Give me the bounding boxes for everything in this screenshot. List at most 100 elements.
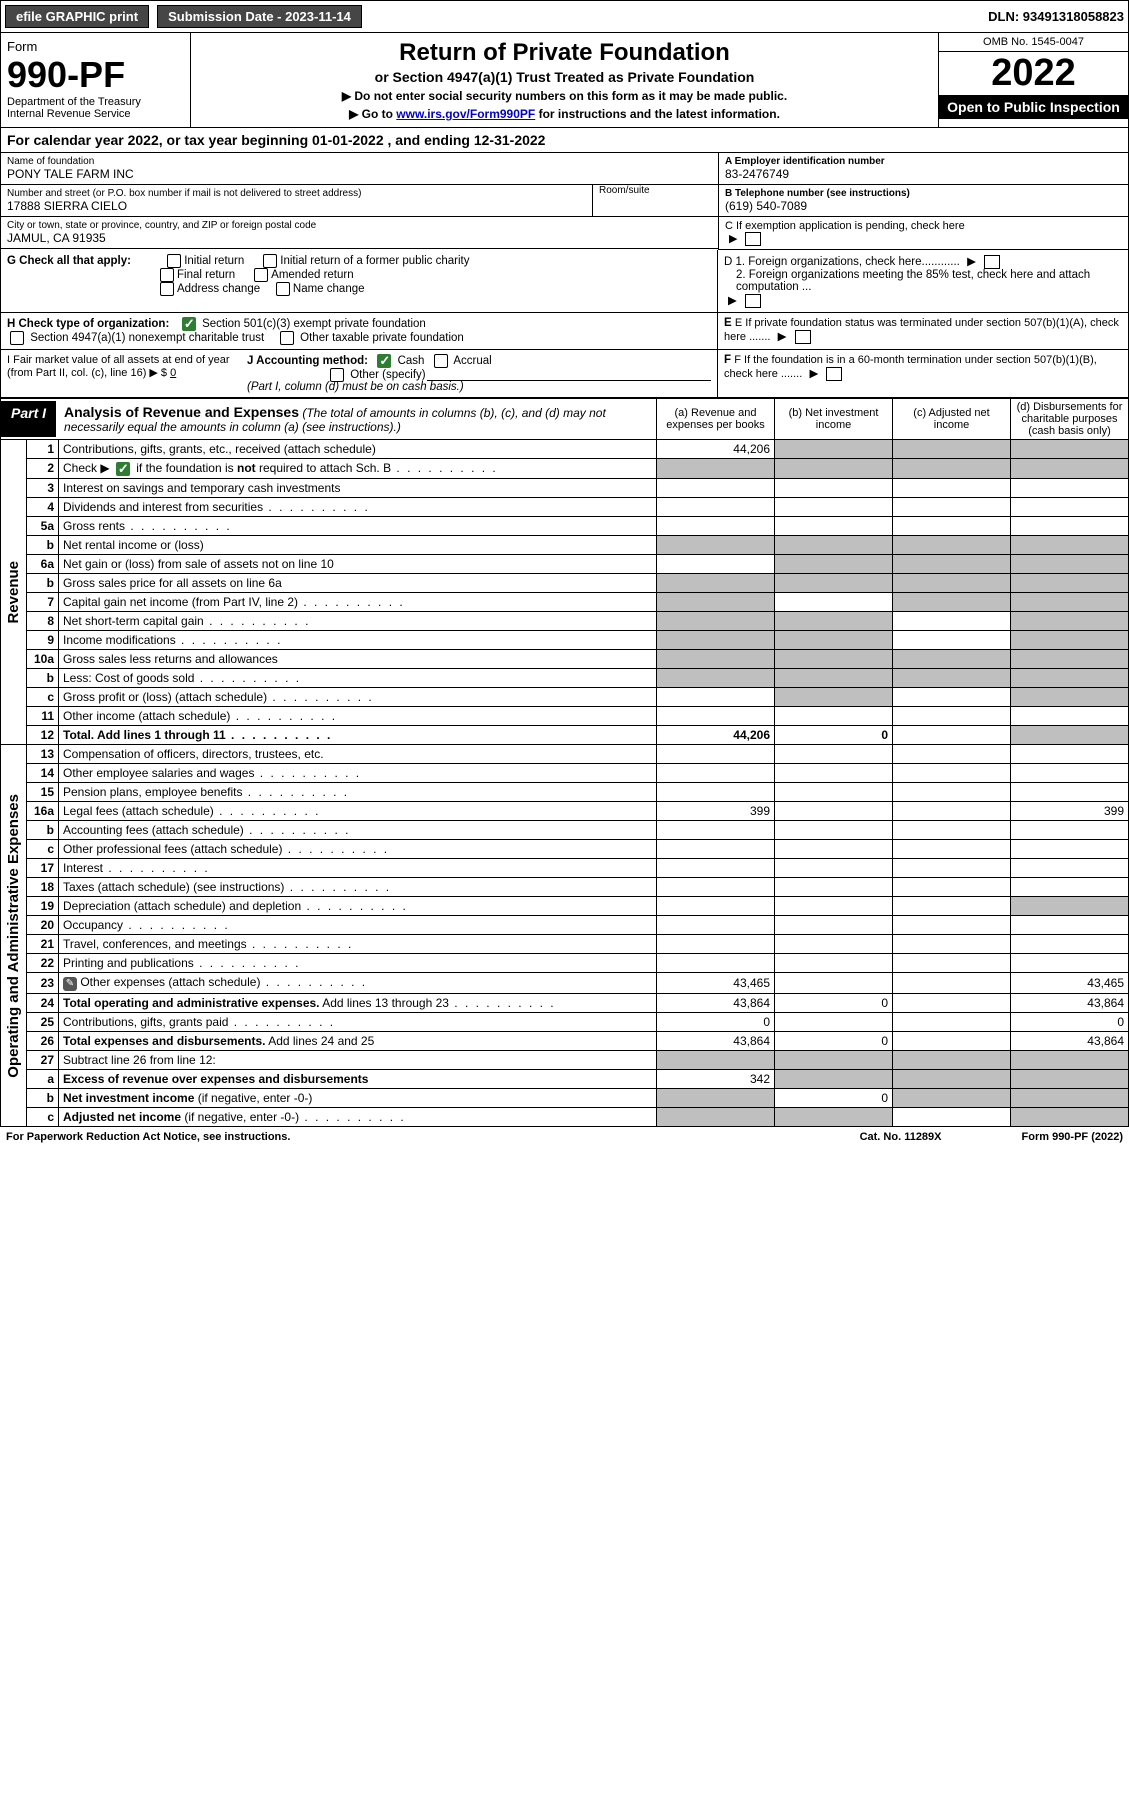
page-footer: For Paperwork Reduction Act Notice, see … (0, 1127, 1129, 1147)
initial-return-checkbox[interactable] (167, 254, 181, 268)
cell-a (657, 516, 775, 535)
dln-label: DLN: 93491318058823 (988, 9, 1124, 24)
cell-d (1011, 630, 1129, 649)
cell-d (1011, 535, 1129, 554)
form-note-2: ▶ Go to www.irs.gov/Form990PF for instru… (201, 107, 928, 121)
cell-d (1011, 706, 1129, 725)
row-desc: Contributions, gifts, grants, etc., rece… (59, 440, 657, 459)
other-method-checkbox[interactable] (330, 368, 344, 382)
accrual-checkbox[interactable] (434, 354, 448, 368)
cell-b (775, 877, 893, 896)
submission-date-button[interactable]: Submission Date - 2023-11-14 (157, 5, 362, 28)
501c3-checkbox[interactable] (182, 317, 196, 331)
row-desc: Contributions, gifts, grants paid (59, 1012, 657, 1031)
d2-label: 2. Foreign organizations meeting the 85%… (724, 269, 1122, 293)
cell-b (775, 1069, 893, 1088)
tel-label: B Telephone number (see instructions) (725, 188, 1122, 199)
form-header: Form 990-PF Department of the Treasury I… (0, 33, 1129, 128)
other-taxable-checkbox[interactable] (280, 331, 294, 345)
row-desc: Other professional fees (attach schedule… (59, 839, 657, 858)
row-desc: Pension plans, employee benefits (59, 782, 657, 801)
form-note-1: ▶ Do not enter social security numbers o… (201, 89, 928, 103)
cell-a: 43,864 (657, 993, 775, 1012)
row-desc: Legal fees (attach schedule) (59, 801, 657, 820)
row-desc: Income modifications (59, 630, 657, 649)
g-section: G Check all that apply: Initial return I… (1, 250, 718, 312)
goto-post: for instructions and the latest informat… (535, 107, 780, 121)
table-row: 2Check ▶ if the foundation is not requir… (1, 459, 1129, 479)
cell-b (775, 953, 893, 972)
cell-c (893, 497, 1011, 516)
row-desc: Taxes (attach schedule) (see instruction… (59, 877, 657, 896)
row-number: b (27, 668, 59, 687)
e-checkbox[interactable] (795, 330, 811, 344)
row-number: 11 (27, 706, 59, 725)
revenue-vtab: Revenue (1, 440, 27, 745)
cell-d (1011, 877, 1129, 896)
table-row: 3Interest on savings and temporary cash … (1, 478, 1129, 497)
row-number: 21 (27, 934, 59, 953)
amended-return-checkbox[interactable] (254, 268, 268, 282)
table-row: 7Capital gain net income (from Part IV, … (1, 592, 1129, 611)
omb-number: OMB No. 1545-0047 (939, 33, 1128, 52)
table-row: 27Subtract line 26 from line 12: (1, 1050, 1129, 1069)
cell-a (657, 649, 775, 668)
row-desc: Interest on savings and temporary cash i… (59, 478, 657, 497)
schb-checkbox[interactable] (116, 462, 130, 476)
cell-d (1011, 554, 1129, 573)
cell-d (1011, 763, 1129, 782)
table-row: aExcess of revenue over expenses and dis… (1, 1069, 1129, 1088)
cell-c (893, 725, 1011, 744)
final-return-checkbox[interactable] (160, 268, 174, 282)
table-row: 23✎ Other expenses (attach schedule)43,4… (1, 972, 1129, 993)
table-row: Revenue1Contributions, gifts, grants, et… (1, 440, 1129, 459)
4947a1-checkbox[interactable] (10, 331, 24, 345)
cell-c (893, 972, 1011, 993)
cell-a: 44,206 (657, 725, 775, 744)
cell-c (893, 478, 1011, 497)
part1-tag: Part I (1, 401, 56, 437)
cell-b (775, 535, 893, 554)
cell-a (657, 782, 775, 801)
cell-c (893, 839, 1011, 858)
col-c-header: (c) Adjusted net income (893, 399, 1011, 440)
d1-checkbox[interactable] (984, 255, 1000, 269)
g-d-row: G Check all that apply: Initial return I… (0, 250, 1129, 313)
row-number: c (27, 1107, 59, 1126)
f-checkbox[interactable] (826, 367, 842, 381)
cell-b (775, 554, 893, 573)
row-number: b (27, 820, 59, 839)
row-number: 27 (27, 1050, 59, 1069)
c-checkbox[interactable] (745, 232, 761, 246)
cell-b (775, 744, 893, 763)
cell-a (657, 915, 775, 934)
cell-d (1011, 668, 1129, 687)
initial-former-checkbox[interactable] (263, 254, 277, 268)
cell-b: 0 (775, 1088, 893, 1107)
form990pf-link[interactable]: www.irs.gov/Form990PF (396, 107, 535, 121)
expenses-vtab: Operating and Administrative Expenses (1, 744, 27, 1126)
row-number: 12 (27, 725, 59, 744)
cell-b (775, 915, 893, 934)
cash-checkbox[interactable] (377, 354, 391, 368)
efile-button[interactable]: efile GRAPHIC print (5, 5, 149, 28)
h-section: H Check type of organization: Section 50… (1, 313, 718, 349)
table-row: 8Net short-term capital gain (1, 611, 1129, 630)
top-bar: efile GRAPHIC print Submission Date - 20… (0, 0, 1129, 33)
cell-a: 43,465 (657, 972, 775, 993)
header-right: OMB No. 1545-0047 2022 Open to Public In… (938, 33, 1128, 127)
cell-d (1011, 1050, 1129, 1069)
cell-b (775, 440, 893, 459)
cell-c (893, 915, 1011, 934)
cell-c (893, 801, 1011, 820)
footer-cat: Cat. No. 11289X (860, 1131, 942, 1143)
address-change-checkbox[interactable] (160, 282, 174, 296)
d2-checkbox[interactable] (745, 294, 761, 308)
cell-a: 43,864 (657, 1031, 775, 1050)
table-row: cGross profit or (loss) (attach schedule… (1, 687, 1129, 706)
name-change-checkbox[interactable] (276, 282, 290, 296)
pencil-icon[interactable]: ✎ (63, 977, 77, 991)
cell-a (657, 478, 775, 497)
cell-a (657, 592, 775, 611)
row-desc: ✎ Other expenses (attach schedule) (59, 972, 657, 993)
